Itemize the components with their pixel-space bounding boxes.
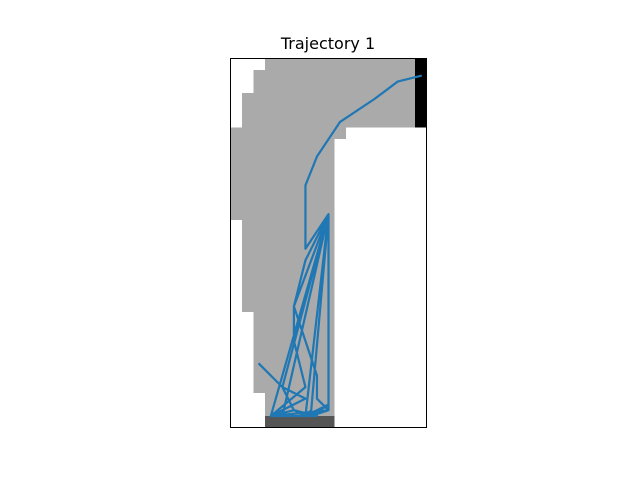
trajectory-line xyxy=(257,74,423,418)
start-zone xyxy=(265,415,335,428)
goal-zone xyxy=(414,58,427,128)
plot-area xyxy=(230,58,427,428)
corridor-region xyxy=(265,58,415,71)
corridor-region xyxy=(230,127,346,140)
trajectory-layer xyxy=(257,74,423,418)
corridor-region xyxy=(253,70,415,94)
axes-frame xyxy=(230,58,427,428)
corridor-region xyxy=(242,93,415,128)
chart-title: Trajectory 1 xyxy=(280,34,375,53)
corridor-region xyxy=(230,139,335,220)
